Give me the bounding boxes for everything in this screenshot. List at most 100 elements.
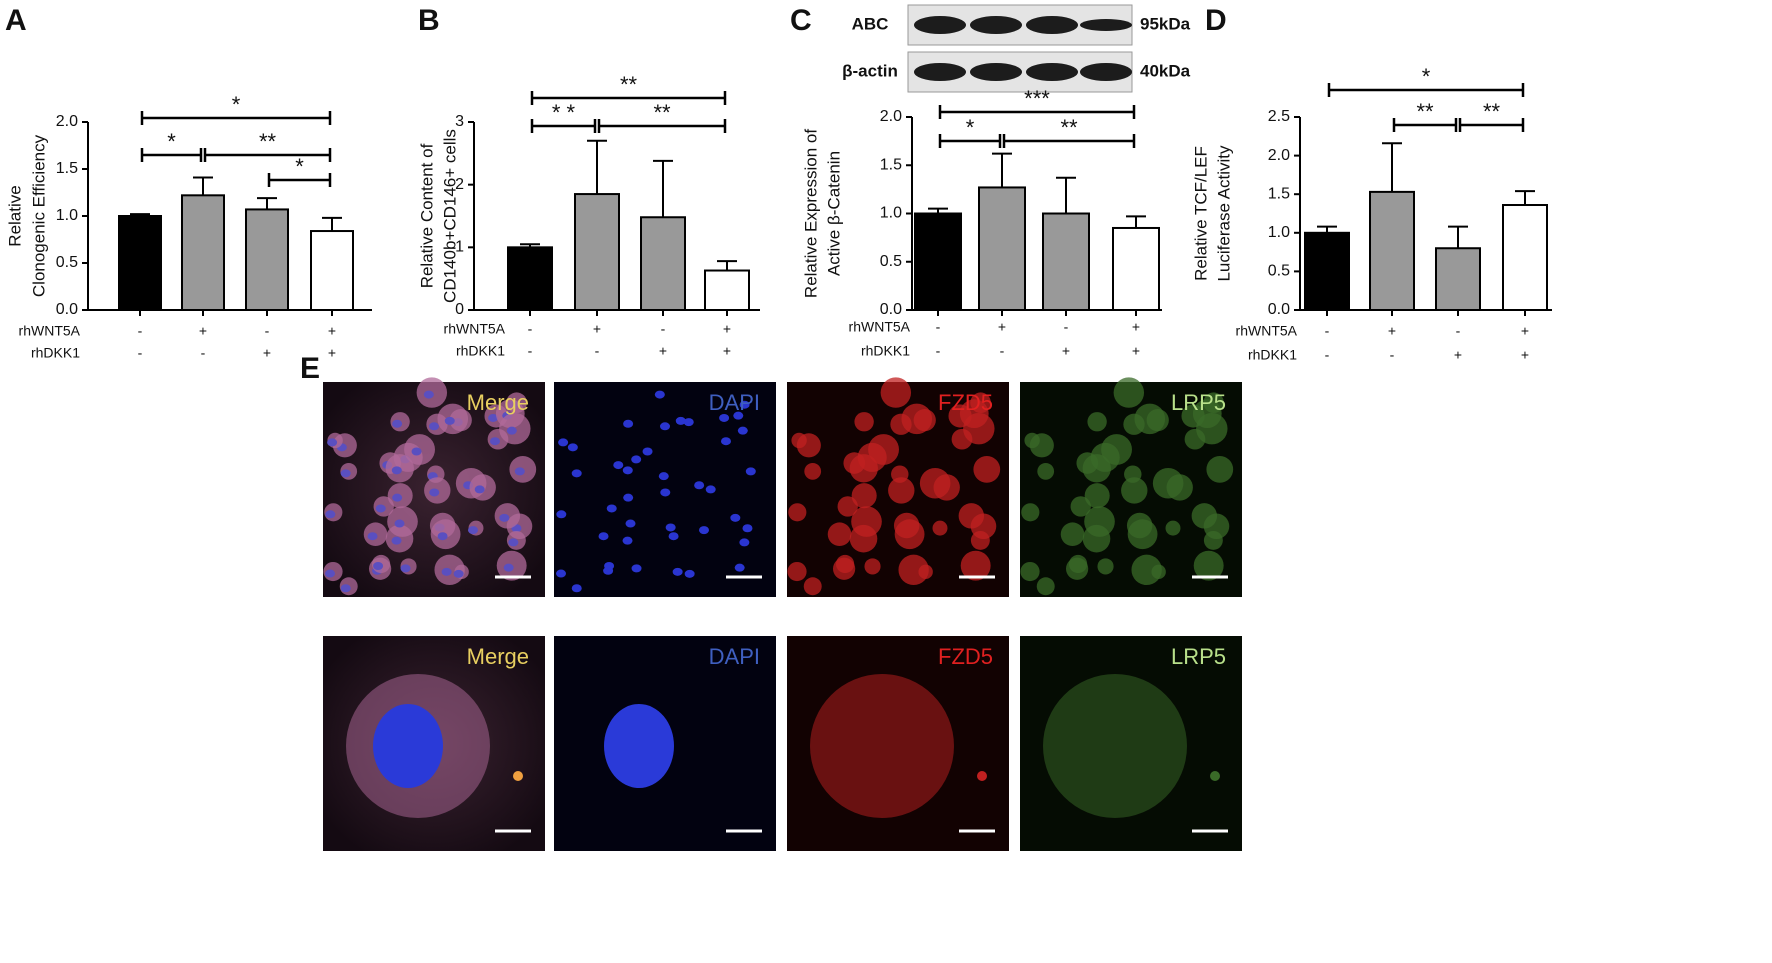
micrograph: DAPI <box>554 636 776 851</box>
blot-band <box>914 16 966 34</box>
error-bar <box>193 176 213 196</box>
nucleus <box>499 513 510 522</box>
cell <box>827 522 852 547</box>
bar <box>1369 190 1415 311</box>
condition-mark: - <box>138 323 143 339</box>
condition-mark: + <box>328 323 336 339</box>
nucleus <box>719 413 730 422</box>
condition-mark: - <box>661 321 666 337</box>
nucleus <box>739 400 750 409</box>
cell <box>788 503 807 522</box>
cell <box>1037 462 1055 480</box>
nucleus <box>625 519 636 528</box>
cell <box>791 432 807 449</box>
cell <box>1203 530 1223 550</box>
condition-mark: + <box>1132 319 1140 335</box>
y-axis-label: Active β-Catenin <box>824 151 843 276</box>
condition-mark: + <box>263 345 271 361</box>
cell <box>1151 564 1166 580</box>
y-axis-label: Relative Content of <box>417 143 436 288</box>
bar <box>1502 204 1548 311</box>
bar <box>978 186 1026 312</box>
condition-name: rhWNT5A <box>849 319 911 335</box>
nucleus <box>367 532 378 541</box>
bar <box>245 208 289 311</box>
y-axis-label: Relative <box>5 185 24 246</box>
nucleus <box>488 413 499 422</box>
nucleus <box>400 564 411 573</box>
nucleus <box>675 416 686 425</box>
condition-name: rhDKK1 <box>31 345 80 361</box>
error-bar <box>1448 225 1468 249</box>
condition-name: rhWNT5A <box>1236 323 1298 339</box>
nucleus <box>325 569 336 578</box>
cell <box>880 377 912 408</box>
significance-bracket: ** <box>530 72 727 105</box>
y-tick-label: 1.0 <box>880 205 902 222</box>
cell <box>803 577 822 596</box>
significance-label: * <box>232 92 241 117</box>
condition-name: rhDKK1 <box>861 343 910 359</box>
y-tick-label: 0.0 <box>56 301 78 318</box>
channel-label: Merge <box>467 390 529 415</box>
nucleus <box>340 469 351 478</box>
cell <box>958 503 985 529</box>
cell <box>1020 561 1040 582</box>
channel-label: FZD5 <box>938 644 993 669</box>
y-axis-label: CD140b+CD146+ cells <box>440 129 459 303</box>
error-bar <box>130 213 150 216</box>
error-bar <box>1126 215 1146 228</box>
error-bar <box>257 197 277 210</box>
bar <box>704 269 750 311</box>
nucleus <box>441 567 452 576</box>
nucleus <box>444 416 455 425</box>
puncta <box>977 771 987 781</box>
cell <box>851 483 877 509</box>
condition-mark: - <box>1325 323 1330 339</box>
cell <box>1165 520 1181 536</box>
nucleus <box>327 438 338 447</box>
nucleus <box>660 422 671 431</box>
nucleus <box>558 438 569 447</box>
nucleus <box>705 485 716 494</box>
nucleus <box>571 584 582 593</box>
y-tick-label: 1.0 <box>56 207 78 224</box>
cell <box>835 554 855 574</box>
error-bar <box>1317 225 1337 233</box>
nucleus <box>598 532 609 541</box>
blot-band <box>914 63 966 81</box>
significance-bracket: * * <box>530 100 597 133</box>
cell <box>963 412 995 445</box>
error-bar <box>1056 176 1076 214</box>
cell <box>854 412 874 432</box>
cell <box>932 520 948 536</box>
nucleus <box>506 426 517 435</box>
significance-bracket: *** <box>938 86 1136 119</box>
cell <box>1084 506 1115 537</box>
y-tick-label: 1.5 <box>880 156 902 173</box>
condition-mark: - <box>201 345 206 361</box>
nucleus <box>391 536 402 545</box>
cell <box>1024 432 1040 449</box>
condition-mark: - <box>528 321 533 337</box>
western-blot: ABC 95kDa β-actin 40kDa <box>842 4 1191 93</box>
cell <box>1193 550 1224 581</box>
cell <box>1084 483 1110 509</box>
micrograph: Merge <box>323 636 545 851</box>
condition-mark: - <box>1456 323 1461 339</box>
significance-label: * <box>1422 64 1431 89</box>
condition-mark: + <box>1062 343 1070 359</box>
panel-letter: E <box>300 352 320 385</box>
panel-letter: D <box>1205 4 1227 37</box>
nucleus <box>733 411 744 420</box>
nucleus <box>453 569 464 578</box>
cell <box>1021 503 1040 522</box>
cell <box>1087 412 1107 432</box>
puncta <box>513 771 523 781</box>
condition-name: rhWNT5A <box>19 323 81 339</box>
significance-label: ** <box>1416 99 1434 124</box>
cell <box>837 496 858 517</box>
micrograph: FZD5 <box>787 636 1009 851</box>
condition-mark: + <box>723 321 731 337</box>
cell <box>1070 496 1091 517</box>
